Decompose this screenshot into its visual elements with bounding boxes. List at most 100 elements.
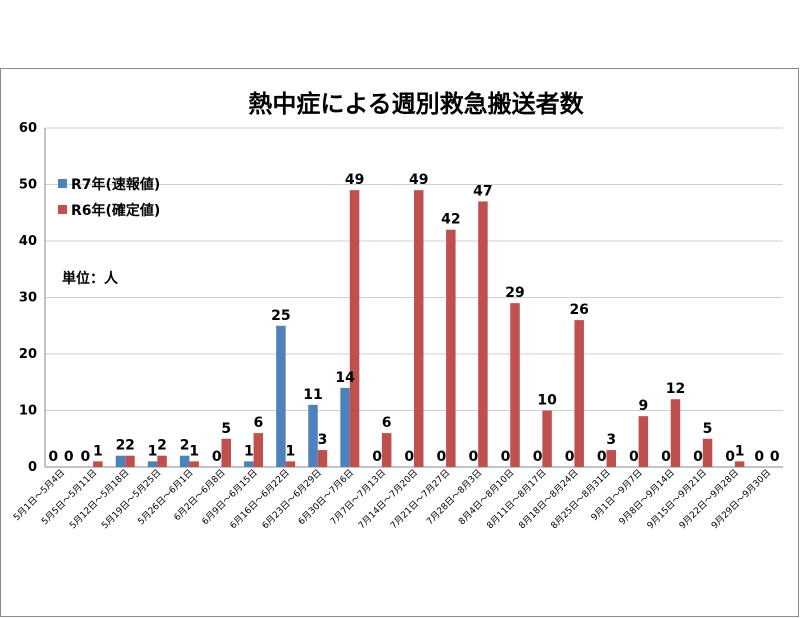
- data-label-r7: 1: [148, 443, 158, 459]
- bar-r6: [670, 399, 681, 467]
- data-label-r6: 6: [253, 415, 263, 431]
- legend-label-r7: R7年(速報値): [71, 176, 160, 193]
- bar-r6: [285, 461, 296, 467]
- bar-r6: [478, 201, 488, 467]
- x-tick-label: 7月7日～7月13日: [328, 467, 388, 527]
- bar-r6: [253, 433, 264, 467]
- data-label-r6: 6: [382, 415, 392, 431]
- bar-r6: [349, 190, 360, 467]
- data-label-r6: 42: [441, 212, 460, 228]
- data-label-r7: 0: [212, 449, 222, 465]
- data-label-r6: 26: [569, 302, 588, 318]
- data-label-r7: 14: [335, 370, 355, 386]
- bar-r6: [542, 410, 552, 467]
- data-label-r7: 11: [303, 387, 322, 403]
- data-label-r6: 1: [286, 443, 296, 459]
- y-tick-label: 40: [19, 234, 37, 249]
- data-label-r7: 0: [436, 449, 446, 465]
- bar-r7: [147, 461, 158, 467]
- data-label-r6: 47: [473, 183, 492, 199]
- data-label-r7: 0: [597, 449, 607, 465]
- data-label-r6: 3: [318, 432, 328, 448]
- x-tick-label: 8月11日～8月17日: [485, 467, 549, 531]
- bar-r6: [381, 433, 392, 467]
- data-label-r6: 3: [606, 432, 616, 448]
- x-tick-label: 6月30日～7月6日: [296, 467, 356, 527]
- x-tick-label: 9月15日～9月21日: [645, 467, 709, 531]
- y-tick-label: 20: [19, 347, 37, 362]
- data-label-r6: 1: [735, 443, 745, 459]
- data-label-r6: 49: [409, 172, 428, 188]
- data-label-r6: 29: [505, 285, 524, 301]
- data-label-r6: 2: [157, 438, 167, 454]
- data-label-r7: 1: [244, 443, 254, 459]
- data-label-r7: 0: [48, 449, 58, 465]
- data-label-r7: 0: [404, 449, 414, 465]
- data-label-r6: 49: [345, 172, 364, 188]
- x-tick-label: 7月28日～8月3日: [424, 467, 484, 527]
- x-tick-label: 5月12日～5月18日: [67, 467, 131, 531]
- bar-r6: [574, 320, 584, 467]
- bar-r6: [414, 190, 424, 467]
- y-tick-label: 30: [19, 291, 37, 306]
- chart-frame: [0, 68, 799, 617]
- bar-r7: [340, 387, 350, 467]
- x-tick-label: 9月8日～9月14日: [617, 467, 677, 527]
- data-label-r6: 0: [64, 449, 74, 465]
- data-label-r7: 0: [469, 449, 479, 465]
- data-label-r7: 0: [565, 449, 575, 465]
- legend-swatch-r6: [58, 205, 67, 214]
- bar-r6: [125, 455, 135, 467]
- bar-r7: [244, 461, 254, 467]
- x-tick-label: 6月16日～6月22日: [228, 467, 292, 531]
- data-label-r7: 0: [725, 449, 735, 465]
- data-label-r6: 10: [537, 393, 557, 409]
- data-label-r6: 5: [221, 421, 231, 437]
- data-label-r6: 1: [93, 443, 103, 459]
- data-label-r7: 0: [533, 449, 543, 465]
- data-label-r6: 2: [125, 438, 135, 454]
- bar-r6: [510, 303, 520, 467]
- data-label-r7: 0: [693, 449, 703, 465]
- legend-swatch-r7: [58, 179, 67, 188]
- x-tick-label: 8月18日～8月24日: [517, 467, 581, 531]
- data-label-r6: 0: [770, 449, 780, 465]
- data-label-r7: 2: [116, 438, 126, 454]
- data-label-r7: 0: [81, 449, 91, 465]
- x-tick-label: 5月19日～5月25日: [100, 467, 164, 531]
- x-tick-label: 5月5日～5月11日: [39, 467, 99, 527]
- legend-label-r6: R6年(確定値): [71, 202, 160, 219]
- x-tick-label: 8月4日～8月10日: [457, 467, 517, 527]
- bar-r7: [308, 404, 318, 467]
- bar-r6: [189, 461, 199, 467]
- unit-label: 単位：人: [62, 270, 119, 287]
- chart-title: 熱中症による週別救急搬送者数: [248, 90, 584, 118]
- x-tick-label: 7月14日～7月20日: [356, 467, 420, 531]
- bar-r6: [93, 461, 103, 467]
- data-label-r7: 25: [271, 308, 290, 324]
- data-label-r7: 0: [629, 449, 639, 465]
- bar-r6: [221, 438, 231, 467]
- y-tick-label: 0: [28, 460, 37, 475]
- x-tick-label: 9月29日～9月30日: [709, 467, 773, 531]
- data-label-r7: 2: [180, 438, 190, 454]
- data-label-r6: 1: [189, 443, 199, 459]
- data-label-r7: 0: [372, 449, 382, 465]
- y-tick-label: 10: [19, 404, 37, 419]
- x-tick-label: 9月22日～9月28日: [677, 467, 741, 531]
- x-tick-label: 7月21日～7月27日: [388, 467, 452, 531]
- bar-r6: [157, 455, 167, 467]
- y-tick-label: 60: [19, 121, 37, 136]
- x-tick-label: 5月26日～6月1日: [136, 467, 196, 527]
- data-label-r6: 9: [638, 398, 648, 414]
- bar-r6: [317, 450, 328, 467]
- bar-r7: [179, 455, 190, 467]
- x-tick-label: 6月23日～6月29日: [260, 467, 324, 531]
- bar-r6: [702, 438, 713, 467]
- bar-r6: [446, 229, 456, 467]
- bar-r6: [606, 450, 617, 467]
- y-tick-label: 50: [19, 178, 37, 193]
- x-tick-label: 6月9日～6月15日: [200, 467, 260, 527]
- bar-r7: [115, 455, 126, 467]
